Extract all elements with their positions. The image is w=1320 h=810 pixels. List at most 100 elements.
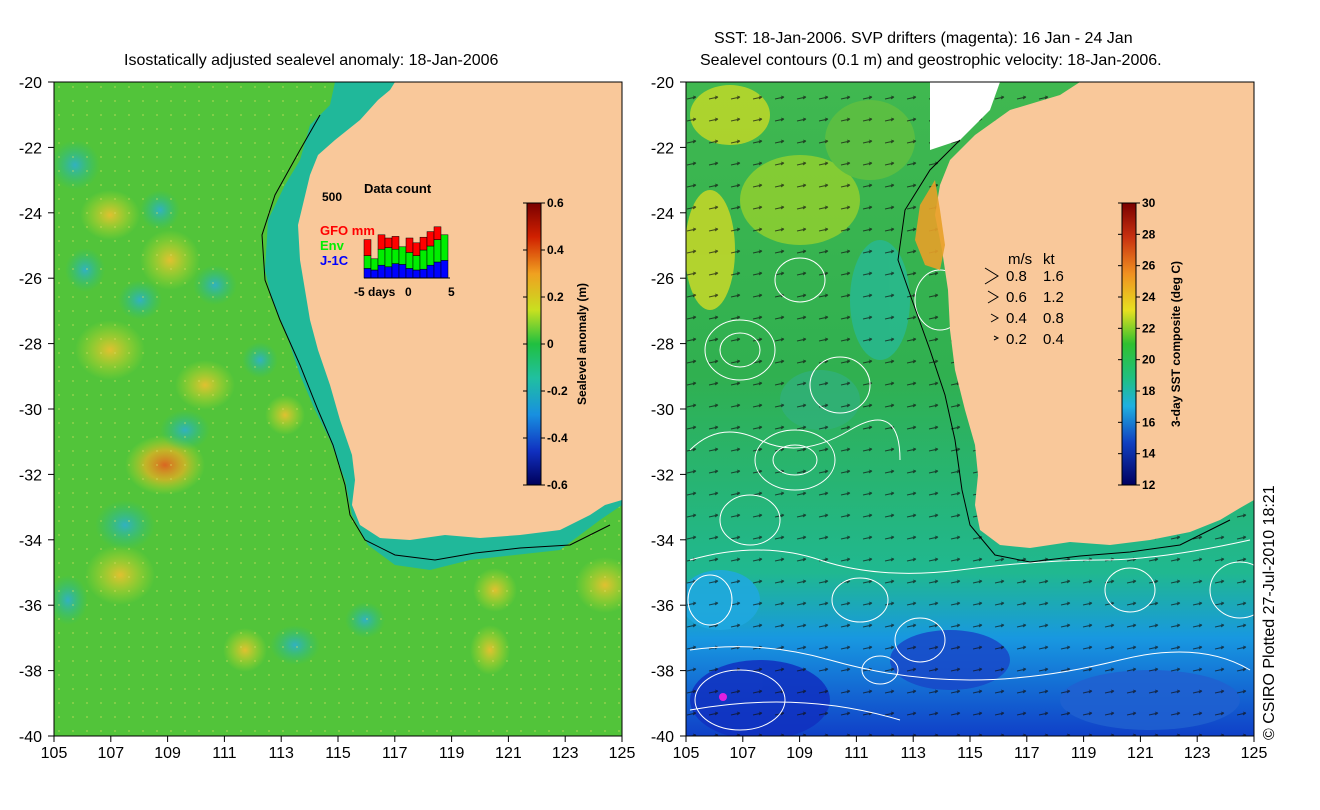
left-y-tick-label: -20 xyxy=(19,75,42,92)
inset-bar xyxy=(384,237,393,248)
velocity-legend-header-kt: kt xyxy=(1043,251,1056,268)
right-y-tick-label: -24 xyxy=(651,206,674,223)
inset-bar xyxy=(398,264,407,279)
left-y-tick-label: -38 xyxy=(19,664,42,681)
right-x-tick-label: 117 xyxy=(1014,745,1040,762)
left-x-tick-label: 119 xyxy=(439,745,465,762)
sst-colorbar-tick-label: 26 xyxy=(1142,259,1156,273)
left-x-tick-label: 105 xyxy=(41,745,68,762)
right-chart-title-line1: SST: 18-Jan-2006. SVP drifters (magenta)… xyxy=(714,30,1133,47)
right-y-tick-label: -20 xyxy=(651,75,674,92)
left-x-tick-label: 115 xyxy=(325,745,351,762)
inset-bar xyxy=(391,248,400,264)
right-y-tick-label: -22 xyxy=(651,140,674,157)
left-map xyxy=(54,82,622,736)
sla-colorbar-scale xyxy=(526,202,542,486)
right-y-tick-label: -30 xyxy=(651,402,674,419)
inset-bar xyxy=(363,268,372,279)
inset-bar xyxy=(440,260,449,279)
right-x-tick-label: 115 xyxy=(957,745,983,762)
right-y-tick-label: -28 xyxy=(651,337,674,354)
right-y-tick-label: -26 xyxy=(651,271,674,288)
right-y-tick-label: -40 xyxy=(651,729,674,746)
inset-bar xyxy=(433,239,442,263)
inset-data-count: Data count 500 GFO mm Env J-1C -5 days 0… xyxy=(320,181,455,299)
sst-colorbar-tick-label: 16 xyxy=(1142,415,1156,429)
left-y-tick-label: -32 xyxy=(19,467,42,484)
sst-colorbar-tick-label: 12 xyxy=(1142,478,1156,492)
left-x-tick-label: 109 xyxy=(154,745,181,762)
sst-colorbar: 30 28 26 24 22 20 18 16 14 12 3-day SST composite… xyxy=(1118,196,1183,492)
left-y-tick-label: -30 xyxy=(19,402,42,419)
left-x-tick-label: 125 xyxy=(609,745,636,762)
velocity-row-kt: 1.2 xyxy=(1043,289,1064,306)
left-x-tick-label: 117 xyxy=(382,745,408,762)
sst-colorbar-label: 3-day SST composite (deg C) xyxy=(1169,261,1183,427)
inset-bar xyxy=(426,245,435,266)
velocity-row-ms: 0.2 xyxy=(1006,331,1027,348)
right-x-tick-label: 119 xyxy=(1071,745,1097,762)
inset-bar xyxy=(433,261,442,279)
inset-bar xyxy=(440,234,449,261)
inset-bar xyxy=(363,255,372,269)
sst-colorbar-tick-label: 22 xyxy=(1142,321,1156,335)
left-y-tick-label: -24 xyxy=(19,206,42,223)
sla-colorbar-tick-label: -0.2 xyxy=(547,384,568,398)
sla-colorbar: 0.6 0.4 0.2 0 -0.2 -0.4 -0.6 Sealevel anomaly … xyxy=(523,196,589,492)
velocity-arrow-04-icon xyxy=(990,313,1000,323)
right-x-tick-label: 123 xyxy=(1184,745,1211,762)
right-x-tick-label: 113 xyxy=(900,745,926,762)
sst-colorbar-tick-label: 28 xyxy=(1142,227,1156,241)
inset-bar xyxy=(412,255,421,271)
inset-title: Data count xyxy=(364,181,432,196)
right-x-tick-label: 111 xyxy=(844,745,868,762)
left-x-tick-label: 111 xyxy=(212,745,236,762)
right-x-tick-label: 125 xyxy=(1241,745,1268,762)
right-map xyxy=(686,82,1254,736)
inset-bar xyxy=(419,236,428,251)
right-x-tick-label: 107 xyxy=(729,745,756,762)
inset-xtick-5: 5 xyxy=(448,285,455,299)
inset-bar xyxy=(391,263,400,279)
right-x-tick-label: 109 xyxy=(786,745,813,762)
inset-legend-j1c: J-1C xyxy=(320,253,349,268)
left-y-tick-label: -40 xyxy=(19,729,42,746)
velocity-row-kt: 1.6 xyxy=(1043,268,1064,285)
inset-bars xyxy=(363,226,449,279)
right-y-tick-label: -36 xyxy=(651,598,674,615)
inset-bar xyxy=(377,264,386,279)
svp-drifter xyxy=(719,693,727,701)
land-australia-right xyxy=(935,82,1254,548)
sst-colorbar-ticks: 30 28 26 24 22 20 18 16 14 12 xyxy=(1118,196,1156,492)
inset-bar xyxy=(384,247,393,268)
sst-colorbar-tick-label: 24 xyxy=(1142,290,1156,304)
velocity-row-ms: 0.6 xyxy=(1006,289,1027,306)
inset-bar xyxy=(412,269,421,279)
left-y-tick-label: -34 xyxy=(19,533,42,550)
right-x-ticks: 105 107 109 111 113 115 117 119 121 123 125 xyxy=(673,736,1268,762)
sst-colorbar-scale xyxy=(1121,202,1137,486)
inset-bar xyxy=(419,249,428,270)
inset-bar xyxy=(433,226,442,240)
sla-colorbar-tick-label: -0.6 xyxy=(547,478,568,492)
inset-bar xyxy=(377,248,386,266)
left-x-tick-label: 121 xyxy=(495,745,522,762)
left-x-tick-label: 107 xyxy=(97,745,124,762)
velocity-arrow-06-icon xyxy=(987,290,999,304)
left-chart-title: Isostatically adjusted sealevel anomaly:… xyxy=(124,52,499,69)
inset-bar xyxy=(398,246,407,265)
inset-bar xyxy=(391,236,400,250)
inset-bar xyxy=(426,264,435,279)
shelf-contour-right xyxy=(897,139,1231,563)
right-y-ticks: -20 -22 -24 -26 -28 -30 -32 -34 -36 -38 -40 xyxy=(651,75,686,746)
inset-xlabel: days xyxy=(368,285,396,299)
inset-bar xyxy=(370,258,379,271)
velocity-row-kt: 0.8 xyxy=(1043,310,1064,327)
velocity-row-ms: 0.4 xyxy=(1006,310,1027,327)
left-x-tick-label: 113 xyxy=(268,745,294,762)
velocity-row-kt: 0.4 xyxy=(1043,331,1064,348)
inset-bar xyxy=(426,231,435,247)
credit-text: © CSIRO Plotted 27-Jul-2010 18:21 xyxy=(1261,485,1278,740)
left-y-tick-label: -22 xyxy=(19,140,42,157)
